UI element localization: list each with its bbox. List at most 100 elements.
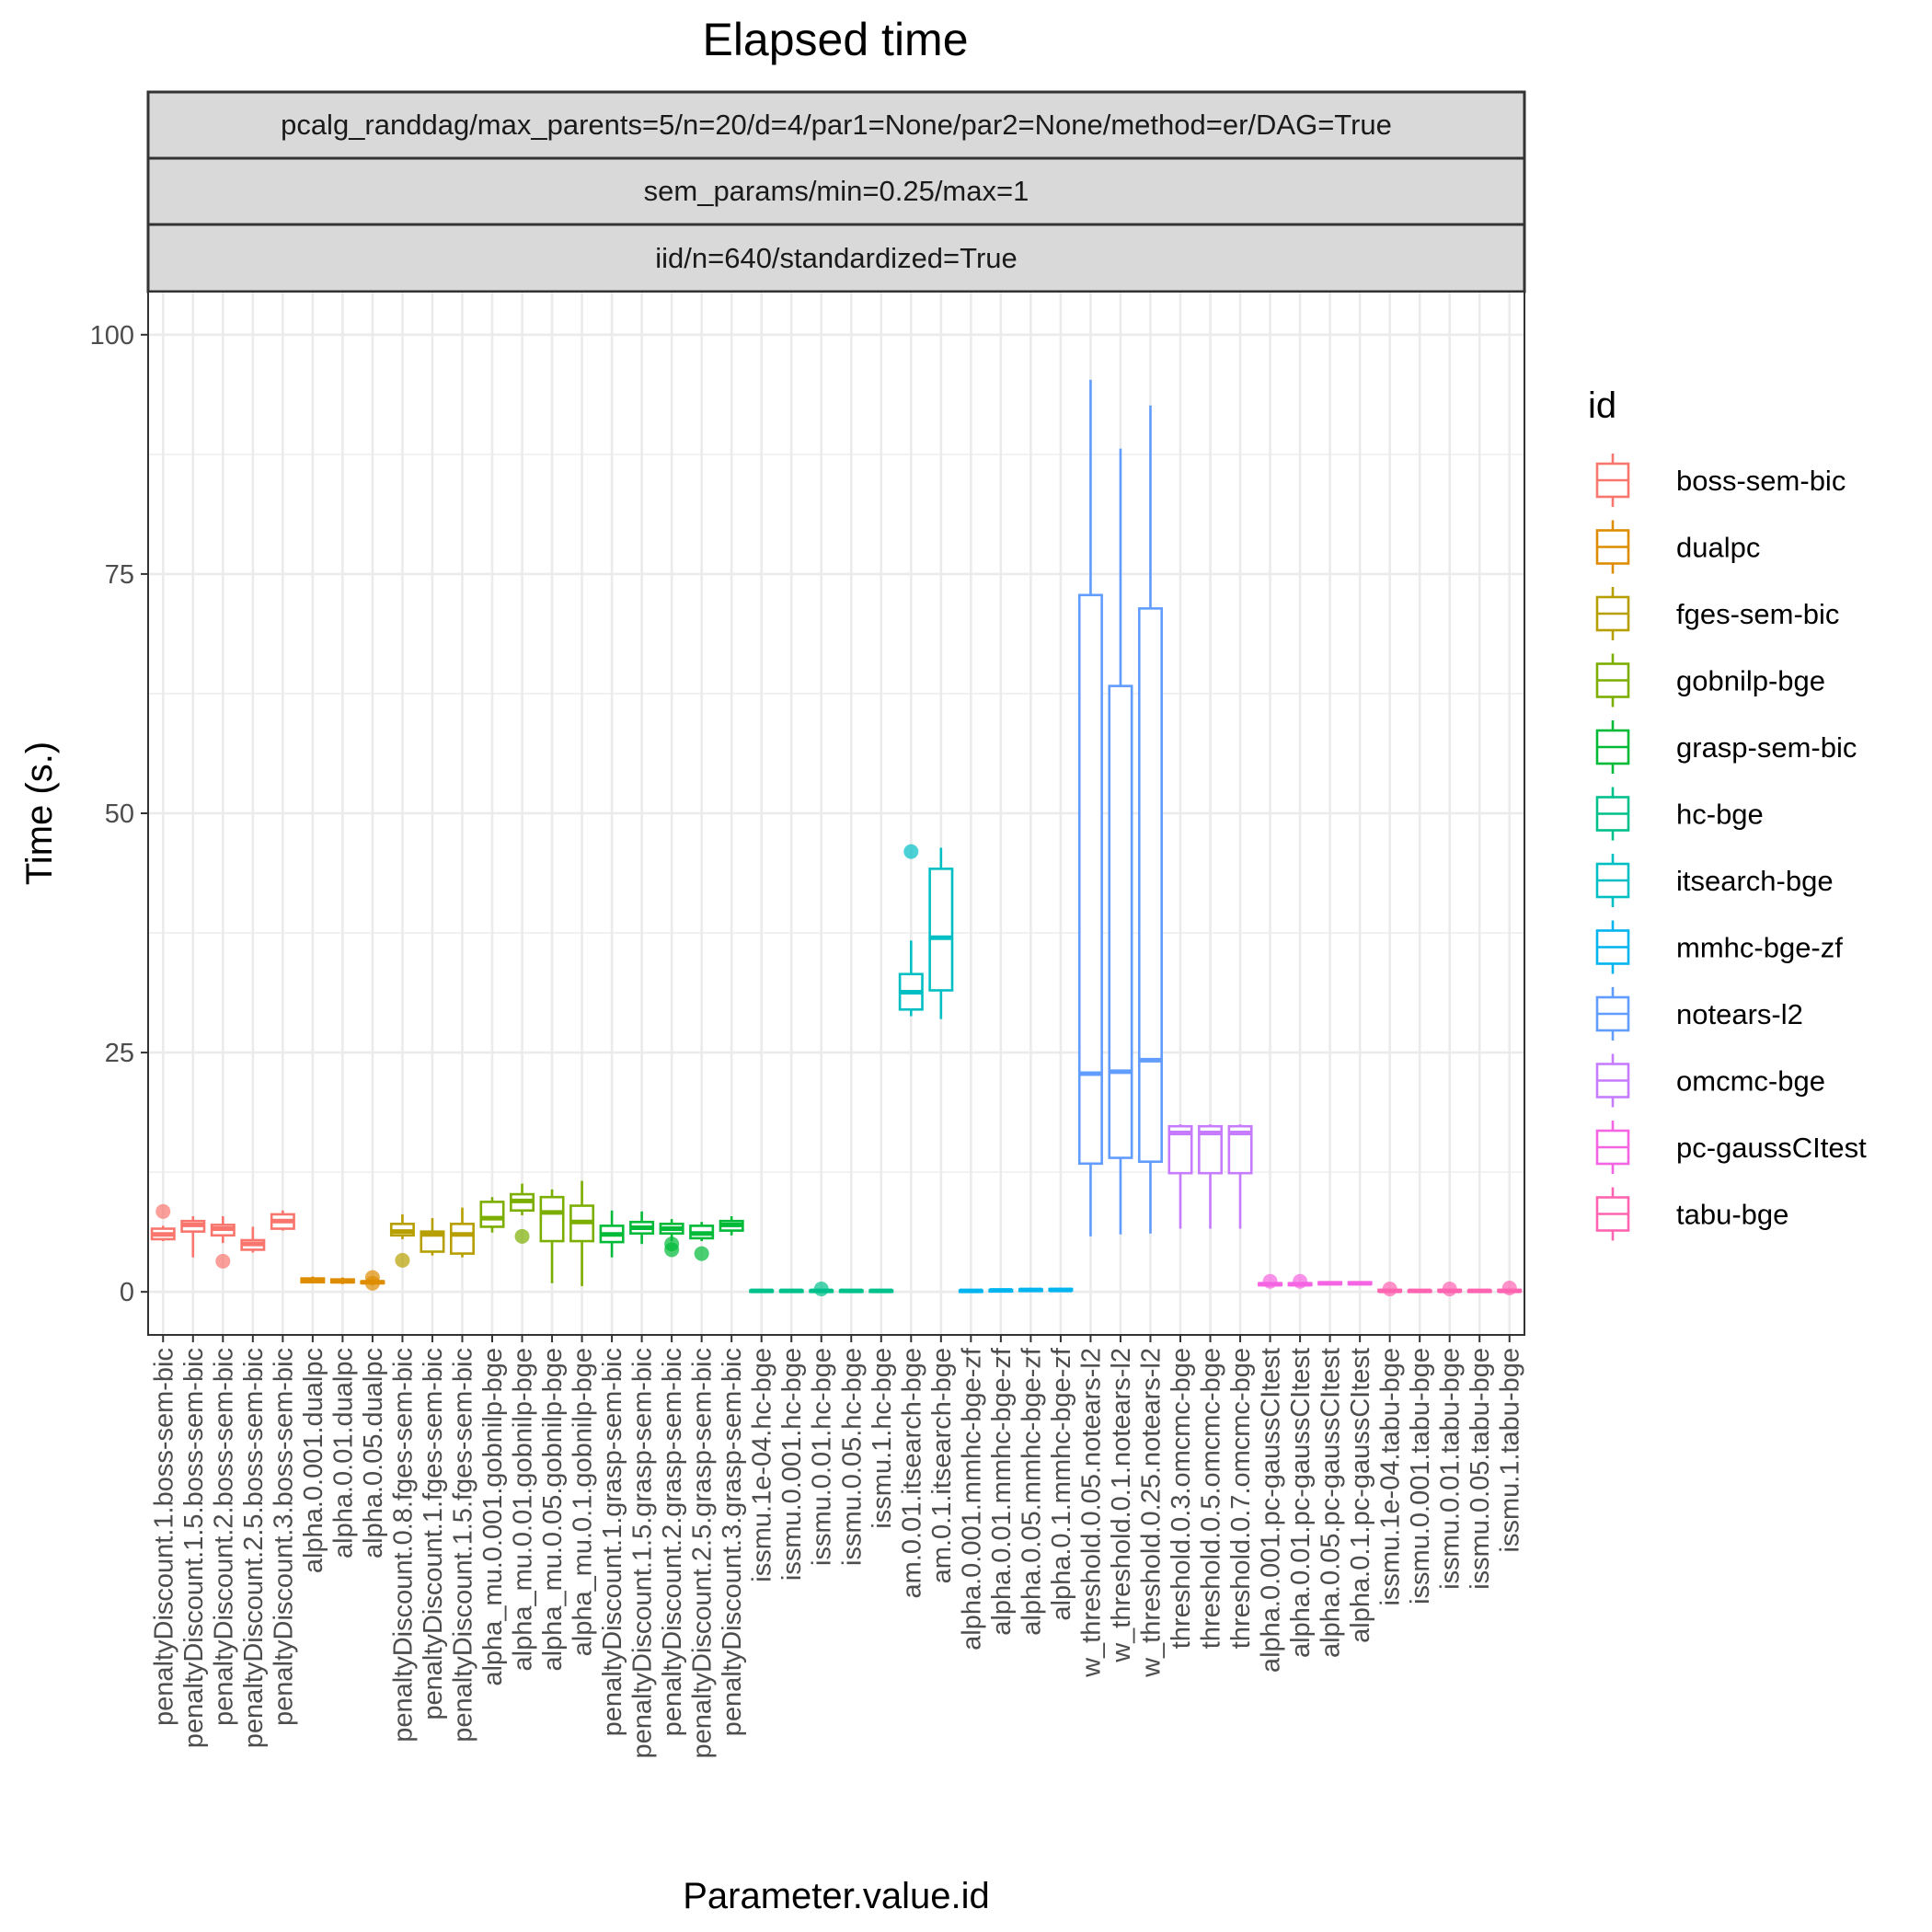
box-alpha_mu.0.05.gobnilp-bge — [539, 1189, 565, 1283]
legend-item-fges-sem-bic: fges-sem-bic — [1595, 587, 1839, 640]
box-w_threshold.0.25.notears-l2 — [1137, 405, 1163, 1234]
box-alpha.0.1.mmhc-bge-zf — [1048, 1287, 1074, 1293]
x-axis-title: Parameter.value.id — [683, 1876, 990, 1916]
legend-label: tabu-bge — [1676, 1199, 1788, 1231]
box-penaltyDiscount.1.grasp-sem-bic — [599, 1210, 625, 1258]
box-alpha.0.05.dualpc — [360, 1270, 385, 1291]
legend-label: gobnilp-bge — [1676, 665, 1825, 697]
box-alpha.0.1.pc-gaussCItest — [1347, 1281, 1373, 1286]
box-alpha.0.001.dualpc — [300, 1276, 326, 1284]
facet-strips: pcalg_randdag/max_parents=5/n=20/d=4/par… — [146, 90, 1526, 293]
x-tick-label: issmu.0.05.hc-bge — [837, 1348, 867, 1566]
box-iqr — [539, 1195, 565, 1243]
box-issmu.0.01.tabu-bge — [1437, 1282, 1463, 1297]
legend-label: fges-sem-bic — [1676, 598, 1839, 630]
box-penaltyDiscount.3.boss-sem-bic — [270, 1210, 295, 1231]
x-tick-label: alpha_mu.0.1.gobnilp-bge — [569, 1348, 598, 1656]
box-issmu.0.05.hc-bge — [838, 1288, 864, 1294]
x-tick-label: alpha.0.05.mmhc-bge-zf — [1017, 1347, 1046, 1636]
box-w_threshold.0.05.notears-l2 — [1077, 379, 1103, 1236]
x-tick-label: w_threshold.0.1.notears-l2 — [1107, 1348, 1136, 1663]
outlier-point — [215, 1253, 231, 1269]
x-tick-label: issmu.0.001.tabu-bge — [1406, 1348, 1435, 1604]
y-tick-label: 50 — [105, 799, 134, 829]
y-axis-title: Time (s.) — [19, 742, 60, 885]
box-threshold.0.3.omcmc-bge — [1167, 1124, 1193, 1229]
legend-item-omcmc-bge: omcmc-bge — [1595, 1053, 1825, 1108]
x-tick-label: issmu.1e-04.hc-bge — [748, 1348, 777, 1582]
box-issmu.0.01.hc-bge — [809, 1282, 834, 1297]
x-tick-label: penaltyDiscount.2.grasp-sem-bic — [658, 1348, 687, 1736]
y-tick-label: 75 — [105, 560, 134, 590]
legend-item-gobnilp-bge: gobnilp-bge — [1595, 653, 1825, 707]
x-tick-label: w_threshold.0.05.notears-l2 — [1076, 1348, 1106, 1678]
box-issmu.1.hc-bge — [868, 1288, 894, 1294]
x-tick-label: issmu.1e-04.tabu-bge — [1376, 1348, 1406, 1606]
outlier-point — [903, 844, 919, 859]
x-tick-label: penaltyDiscount.1.5.fges-sem-bic — [448, 1348, 477, 1742]
x-tick-label: penaltyDiscount.2.5.boss-sem-bic — [239, 1348, 269, 1748]
legend-label: mmhc-bge-zf — [1676, 932, 1843, 964]
box-penaltyDiscount.3.grasp-sem-bic — [719, 1215, 744, 1236]
box-iqr — [1077, 593, 1103, 1166]
x-tick-label: alpha_mu.0.01.gobnilp-bge — [509, 1348, 538, 1672]
x-tick-label: alpha.0.01.dualpc — [328, 1348, 358, 1558]
x-tick-label: alpha.0.01.mmhc-bge-zf — [987, 1347, 1017, 1636]
x-tick-label: threshold.0.5.omcmc-bge — [1197, 1348, 1226, 1649]
x-axis: penaltyDiscount.1.boss-sem-bic penaltyDis… — [149, 1335, 1525, 1758]
outlier-point — [1262, 1273, 1278, 1289]
legend-label: notears-l2 — [1676, 998, 1803, 1030]
y-tick-label: 0 — [120, 1278, 134, 1307]
x-tick-label: issmu.0.05.tabu-bge — [1466, 1348, 1495, 1590]
box-penaltyDiscount.1.5.fges-sem-bic — [449, 1207, 475, 1258]
x-tick-label: alpha.0.001.pc-gaussCItest — [1257, 1348, 1286, 1673]
legend-item-grasp-sem-bic: grasp-sem-bic — [1595, 720, 1857, 774]
box-alpha_mu.0.001.gobnilp-bge — [479, 1197, 505, 1233]
x-tick-label: alpha.0.1.pc-gaussCItest — [1346, 1348, 1375, 1643]
strip-1-text: pcalg_randdag/max_parents=5/n=20/d=4/par… — [281, 109, 1392, 141]
x-tick-label: am.0.01.itsearch-bge — [897, 1348, 926, 1598]
legend-item-itsearch-bge: itsearch-bge — [1595, 854, 1834, 907]
box-alpha.0.01.mmhc-bge-zf — [988, 1288, 1014, 1294]
x-tick-label: alpha.0.05.pc-gaussCItest — [1317, 1348, 1346, 1658]
box-issmu.1e-04.tabu-bge — [1377, 1282, 1403, 1297]
grid-lines — [148, 292, 1524, 1335]
box-penaltyDiscount.1.fges-sem-bic — [420, 1218, 445, 1256]
box-penaltyDiscount.2.5.grasp-sem-bic — [689, 1222, 715, 1261]
legend-label: grasp-sem-bic — [1676, 731, 1857, 764]
strip-1-bg — [146, 90, 1526, 160]
outlier-point — [1442, 1282, 1457, 1297]
box-issmu.1e-04.hc-bge — [749, 1288, 775, 1294]
legend-item-mmhc-bge-zf: mmhc-bge-zf — [1595, 920, 1843, 974]
legend-label: hc-bge — [1676, 799, 1764, 831]
x-tick-label: penaltyDiscount.3.boss-sem-bic — [269, 1348, 298, 1726]
x-tick-label: alpha_mu.0.001.gobnilp-bge — [478, 1348, 508, 1686]
box-iqr — [479, 1201, 505, 1228]
strip-3-text: iid/n=640/standardized=True — [655, 242, 1018, 274]
legend-label: boss-sem-bic — [1676, 465, 1846, 497]
box-alpha_mu.0.1.gobnilp-bge — [569, 1180, 595, 1286]
box-w_threshold.0.1.notears-l2 — [1108, 448, 1133, 1235]
box-iqr — [1108, 684, 1133, 1159]
outlier-point — [1501, 1281, 1517, 1296]
x-tick-label: penaltyDiscount.1.grasp-sem-bic — [598, 1348, 627, 1736]
x-tick-label: issmu.1.tabu-bge — [1496, 1348, 1525, 1552]
box-alpha.0.05.pc-gaussCItest — [1317, 1281, 1343, 1286]
x-tick-label: alpha.0.001.mmhc-bge-zf — [957, 1347, 986, 1650]
outlier-point — [395, 1252, 410, 1268]
box-penaltyDiscount.2.5.boss-sem-bic — [240, 1226, 266, 1253]
x-tick-label: penaltyDiscount.2.5.grasp-sem-bic — [688, 1348, 718, 1758]
box-penaltyDiscount.1.boss-sem-bic — [150, 1203, 176, 1242]
outlier-point — [155, 1203, 171, 1219]
box-alpha.0.05.mmhc-bge-zf — [1018, 1287, 1043, 1293]
y-axis: 0 25 50 75 100 — [90, 321, 148, 1307]
legend-label: dualpc — [1676, 532, 1760, 564]
outlier-point — [813, 1282, 829, 1297]
box-alpha_mu.0.01.gobnilp-bge — [510, 1183, 535, 1244]
box-series — [150, 379, 1523, 1297]
box-threshold.0.7.omcmc-bge — [1227, 1124, 1253, 1229]
x-tick-label: penaltyDiscount.1.boss-sem-bic — [149, 1348, 178, 1726]
strip-2-text: sem_params/min=0.25/max=1 — [644, 175, 1029, 207]
outlier-point — [1293, 1273, 1308, 1289]
